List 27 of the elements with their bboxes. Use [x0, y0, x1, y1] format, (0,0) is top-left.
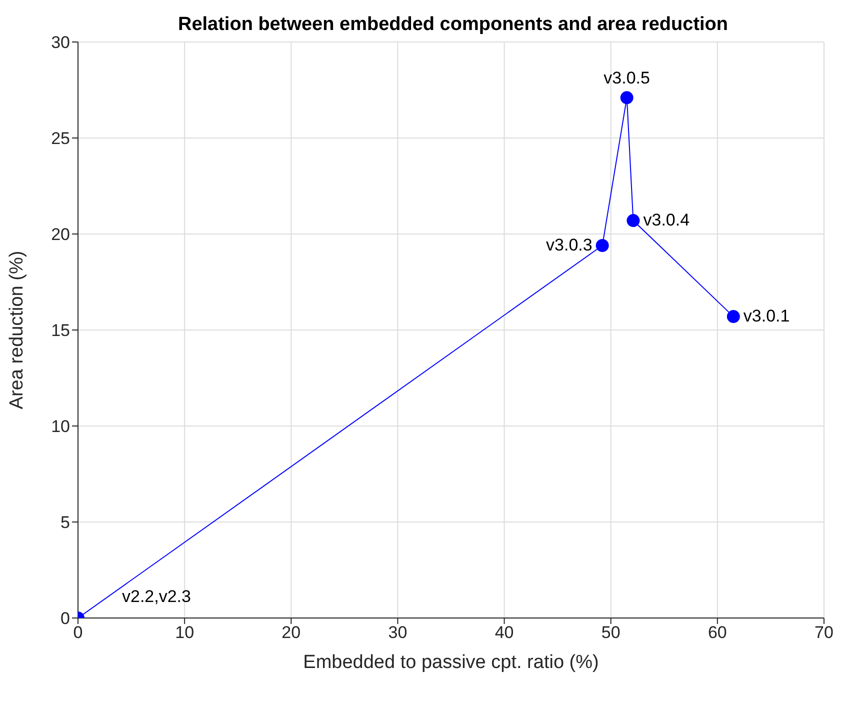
x-tick-label: 20: [282, 623, 301, 642]
point: [626, 214, 640, 228]
y-tick-label: 20: [51, 225, 70, 244]
annotation: v3.0.3: [546, 236, 592, 255]
x-tick-label: 70: [814, 623, 834, 642]
x-tick-label: 40: [494, 623, 514, 642]
y-tick-label: 25: [51, 129, 70, 148]
x-tick-label: 60: [708, 623, 727, 642]
point: [596, 239, 609, 252]
x-tick-label: 30: [388, 623, 408, 642]
y-tick-label: 5: [60, 513, 70, 532]
x-tick-label: 0: [73, 623, 83, 642]
point: [620, 91, 634, 104]
x-tick-label: 50: [601, 623, 620, 642]
chart-title: Relation between embedded components and area reduction: [178, 14, 728, 35]
x-tick-label: 10: [175, 623, 194, 642]
point: [726, 310, 740, 324]
y-tick-label: 0: [60, 609, 70, 628]
annotation: v3.0.5: [604, 68, 650, 88]
y-axis-title: Area reduction (%): [6, 250, 28, 410]
x-axis-title: Embedded to passive cpt. ratio (%): [303, 652, 599, 673]
y-tick-label: 30: [51, 33, 70, 52]
annotation: v3.0.4: [643, 210, 690, 230]
y-tick-label: 10: [51, 417, 70, 436]
annotation: v3.0.1: [743, 306, 790, 326]
annotation: v2.2,v2.3: [122, 587, 191, 606]
y-tick-label: 15: [51, 321, 70, 340]
